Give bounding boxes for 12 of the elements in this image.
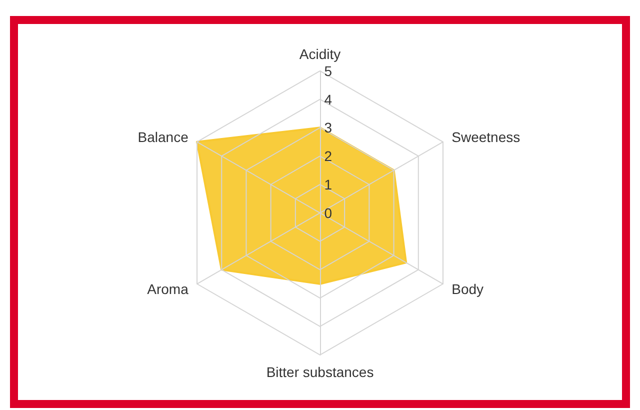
y-tick-label: 1 bbox=[324, 176, 332, 192]
y-tick-label: 2 bbox=[324, 148, 332, 164]
y-tick-label: 5 bbox=[324, 62, 332, 79]
spoke-label: Sweetness bbox=[452, 128, 520, 145]
spoke-label: Bitter substances bbox=[266, 364, 374, 380]
spoke-label: Balance bbox=[138, 128, 189, 145]
y-tick-label: 3 bbox=[324, 120, 332, 136]
y-tick-label: 4 bbox=[324, 91, 332, 108]
y-tick-label: 0 bbox=[324, 204, 332, 221]
spoke-label: Aroma bbox=[147, 280, 189, 297]
spoke-label: Acidity bbox=[299, 46, 341, 62]
spoke-label: Body bbox=[452, 280, 484, 297]
